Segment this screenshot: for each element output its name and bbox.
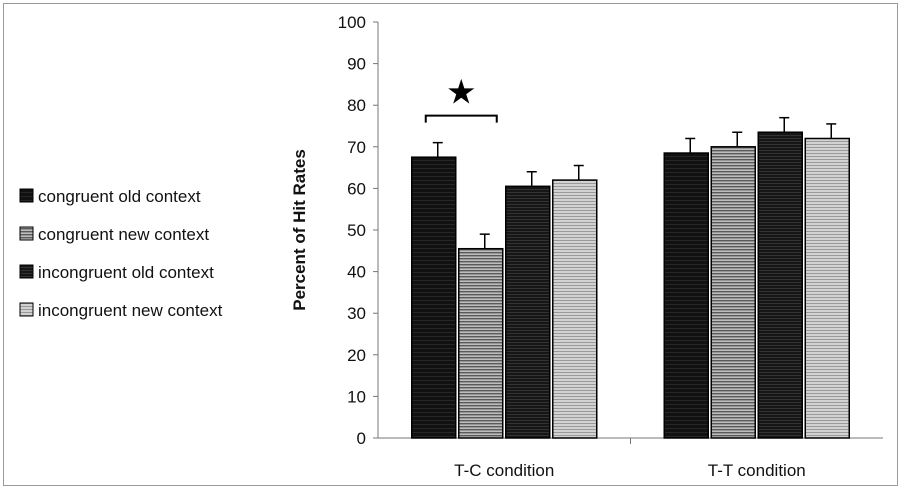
bar-0-0	[411, 156, 457, 439]
y-tick-label: 10	[347, 387, 366, 406]
star-marker: ★	[446, 73, 476, 113]
legend: congruent old context congruent new conte…	[19, 187, 223, 320]
x-tick-labels: T-C condition T-T condition	[454, 461, 806, 480]
legend-swatch	[19, 226, 34, 241]
y-tick-label: 40	[347, 263, 366, 282]
y-tick-label: 100	[338, 13, 366, 32]
y-ticks: 0 10 20 30 40 50 60 70 80 90 100	[338, 13, 378, 448]
y-tick-label: 90	[347, 55, 366, 74]
x-tick-label: T-T condition	[708, 461, 806, 480]
bar-1-2	[757, 131, 803, 439]
bar-1-3	[804, 137, 850, 439]
legend-label: incongruent old context	[38, 263, 214, 282]
legend-label: incongruent new context	[38, 301, 223, 320]
y-tick-label: 50	[347, 221, 366, 240]
y-tick-label: 20	[347, 346, 366, 365]
y-tick-label: 60	[347, 179, 366, 198]
significance-annotation: ★	[424, 73, 498, 123]
y-tick-label: 70	[347, 138, 366, 157]
bar-0-3	[552, 179, 598, 439]
legend-label: congruent old context	[38, 187, 201, 206]
y-tick-label: 80	[347, 96, 366, 115]
legend-swatch	[19, 264, 34, 279]
error-bars	[432, 116, 837, 249]
x-tick-label: T-C condition	[454, 461, 554, 480]
legend-swatch	[19, 302, 34, 317]
bar-1-0	[663, 152, 709, 439]
bar-1-1	[710, 146, 756, 439]
legend-label: congruent new context	[38, 225, 209, 244]
bars	[411, 131, 850, 439]
y-axis-title: Percent of Hit Rates	[290, 149, 309, 311]
significance-bracket	[424, 114, 498, 123]
bar-0-1	[458, 247, 504, 439]
legend-swatch	[19, 188, 34, 203]
bar-0-2	[505, 185, 551, 439]
y-tick-label: 30	[347, 304, 366, 323]
y-tick-label: 0	[357, 429, 366, 448]
